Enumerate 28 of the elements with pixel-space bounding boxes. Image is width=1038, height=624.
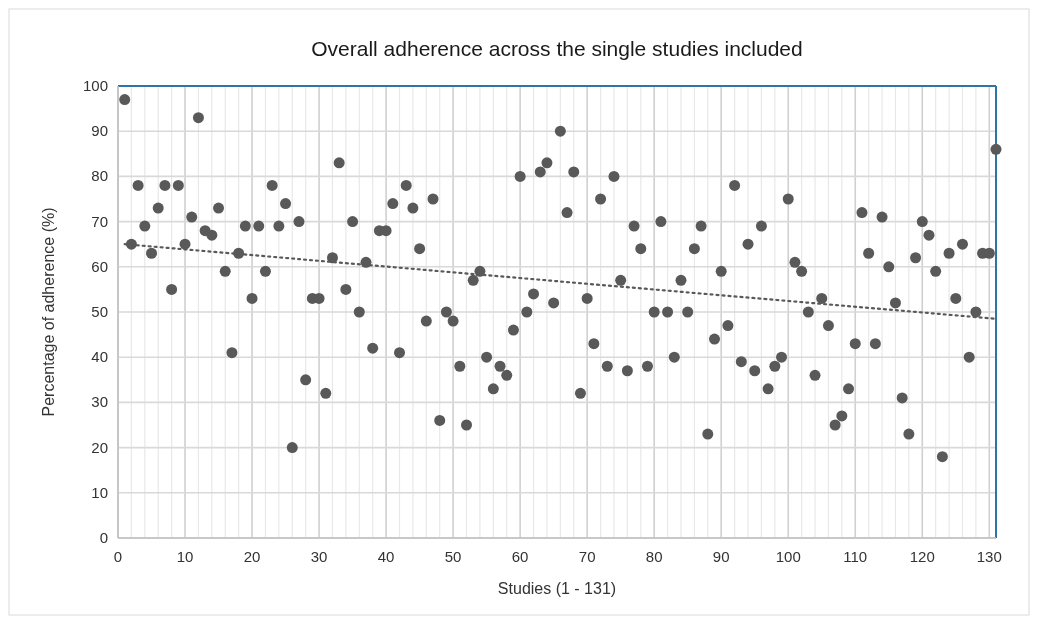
x-tick-label: 70 xyxy=(578,548,596,565)
y-tick-label: 40 xyxy=(91,348,108,366)
x-tick-label: 110 xyxy=(843,548,868,565)
y-tick-label: 80 xyxy=(91,167,108,185)
x-tick-label: 60 xyxy=(511,548,529,565)
x-tick-label: 100 xyxy=(775,548,801,565)
y-axis-title: Percentage of adherence (%) xyxy=(40,207,57,417)
y-tick-label: 50 xyxy=(91,303,108,320)
chart-title: Overall adherence across the single studies included xyxy=(311,37,803,60)
x-tick-label: 130 xyxy=(976,548,1002,565)
y-tick-label: 10 xyxy=(91,483,108,501)
x-tick-label: 10 xyxy=(176,548,194,565)
y-tick-label: 30 xyxy=(91,393,108,411)
y-tick-label: 100 xyxy=(82,77,108,94)
y-tick-label: 90 xyxy=(91,122,108,140)
x-tick-label: 40 xyxy=(377,548,395,565)
x-axis-title: Studies (1 - 131) xyxy=(497,580,617,597)
x-tick-label: 0 xyxy=(113,548,123,565)
x-tick-label: 30 xyxy=(310,548,328,565)
y-tick-label: 60 xyxy=(91,257,108,275)
x-tick-label: 80 xyxy=(645,548,663,565)
y-tick-label: 70 xyxy=(91,212,108,230)
x-tick-label: 90 xyxy=(712,548,730,565)
x-tick-label: 50 xyxy=(444,548,462,565)
y-tick-label: 0 xyxy=(99,529,108,546)
x-tick-label: 120 xyxy=(909,548,935,565)
y-tick-label: 20 xyxy=(91,438,108,456)
x-tick-label: 20 xyxy=(243,548,261,565)
